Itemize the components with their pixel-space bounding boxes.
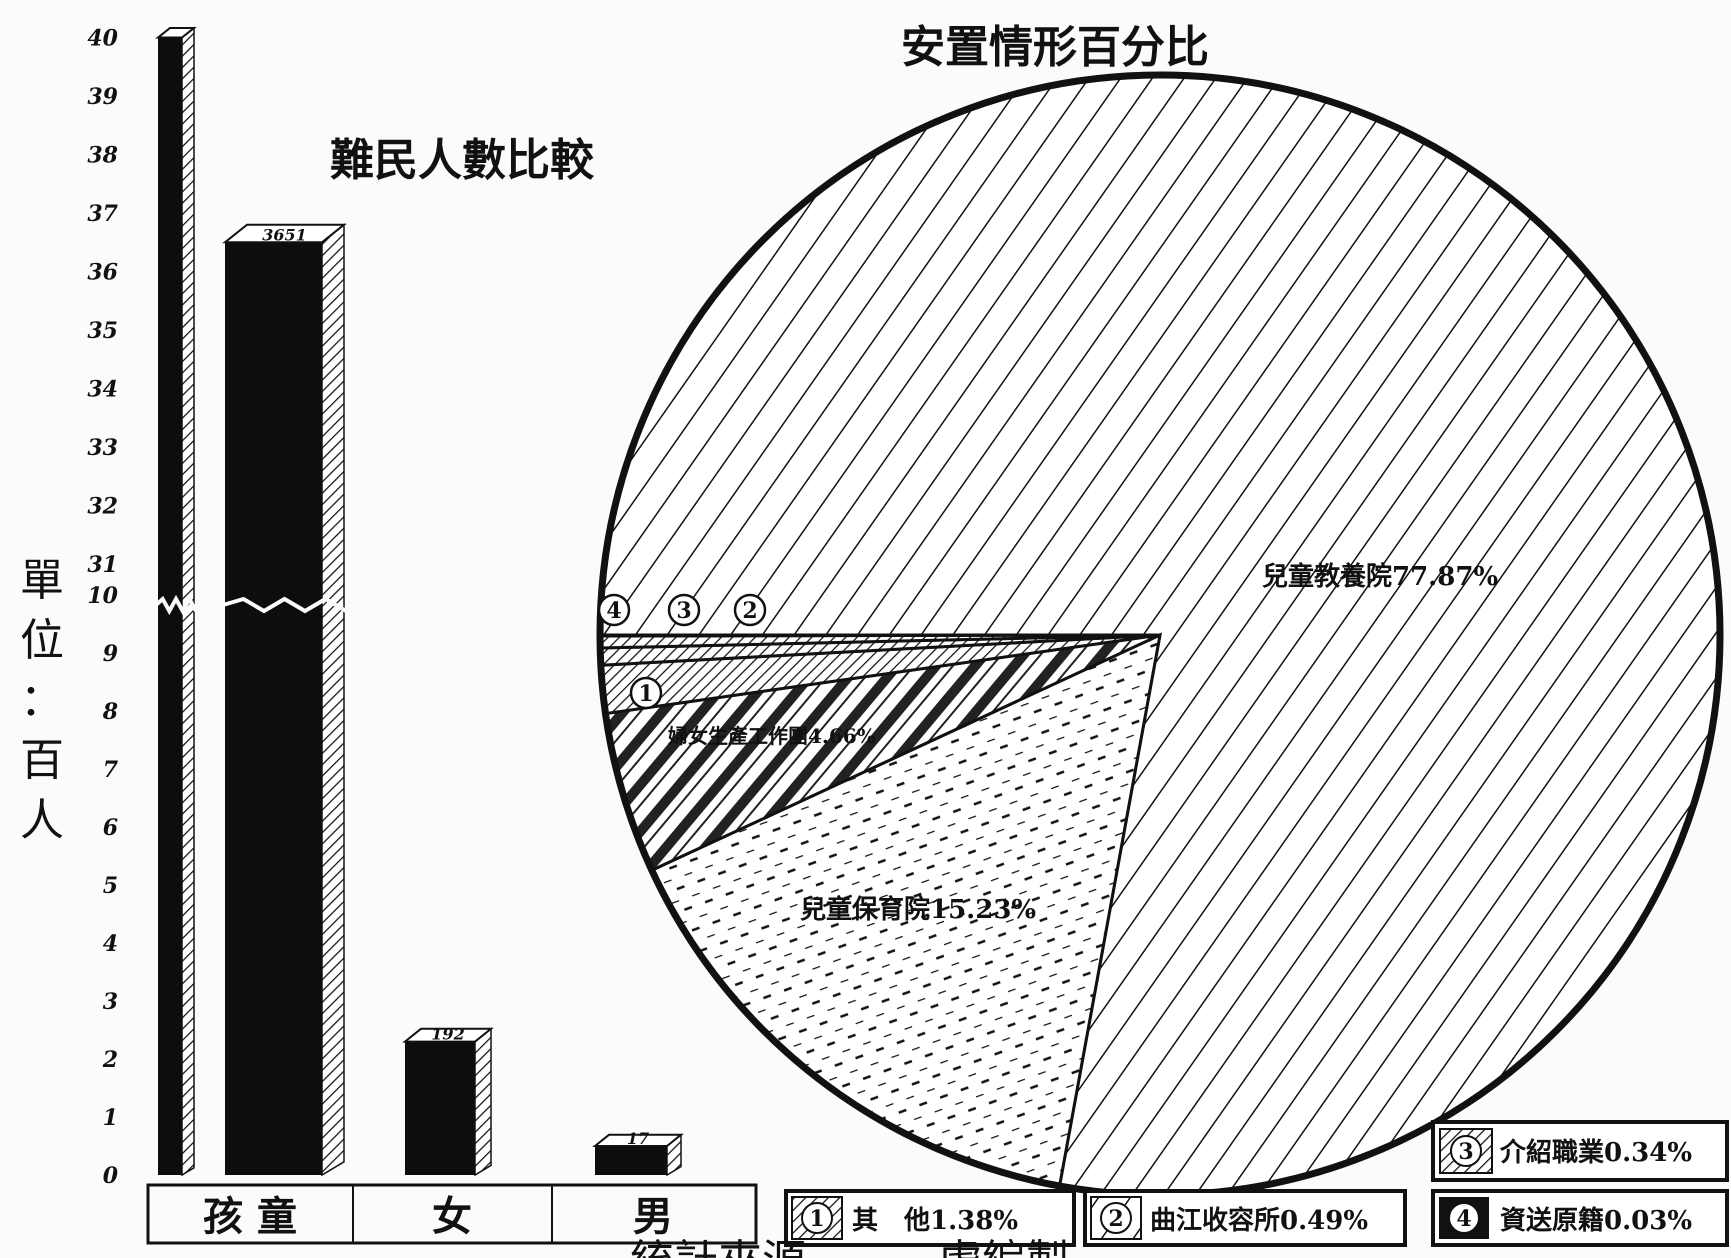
- bar-2: 192: [402, 1025, 494, 1177]
- svg-text:其 他1.38%: 其 他1.38%: [852, 1206, 1018, 1236]
- pie-slices: [598, 73, 1722, 1197]
- svg-text:2: 2: [1108, 1206, 1123, 1232]
- y-tick-label-8: 8: [102, 699, 118, 725]
- category-label-children: 孩 童: [203, 1193, 297, 1240]
- bar-side-2: [474, 1027, 492, 1177]
- pie-slice-6: [598, 633, 1161, 638]
- bar-top-0: [155, 26, 197, 39]
- bar-front-1: [225, 242, 322, 1176]
- pie-label-women-production: 婦女生產工作團4.66%: [667, 724, 876, 748]
- svg-text:1: 1: [809, 1206, 824, 1232]
- y-axis-unit-char: 人: [20, 795, 64, 846]
- legend-item-other: 1 其 他1.38%: [784, 1189, 1076, 1247]
- bar-top-2: [402, 1027, 494, 1043]
- bar-chart-title: 難民人數比較: [330, 135, 595, 186]
- pie-chart-title: 安置情形百分比: [901, 22, 1209, 73]
- bar-0: [154, 26, 198, 1177]
- y-tick-label-40: 40: [87, 26, 118, 52]
- pie-marker-3: 3: [667, 593, 701, 627]
- pie-label-children-education: 兒童教養院77.87%: [1262, 561, 1498, 592]
- y-tick-label-33: 33: [87, 435, 118, 461]
- bar-chart: 難民人數比較 單位：百人 012345678910313233343536373…: [20, 26, 758, 1245]
- bar-axis-break-0: [154, 594, 198, 616]
- pie-legend: 3 介紹職業0.34% 1 其 他1.38% 2 曲江收容所0.49%: [784, 1120, 1729, 1247]
- y-tick-label-32: 32: [87, 494, 118, 520]
- svg-text:曲江收容所0.49%: 曲江收容所0.49%: [1150, 1205, 1368, 1236]
- bar-front-3: [595, 1146, 667, 1175]
- bar-value-label-1: 3651: [262, 225, 307, 244]
- bar-3: 17: [592, 1129, 684, 1177]
- y-tick-label-34: 34: [87, 377, 118, 403]
- y-axis-unit-char: 單: [20, 555, 64, 606]
- svg-text:3: 3: [1458, 1139, 1473, 1165]
- bars: 3651 192 17: [154, 26, 684, 1177]
- bar-1: 3651: [222, 223, 348, 1177]
- svg-text:2: 2: [742, 598, 757, 624]
- y-tick-label-10: 10: [87, 583, 118, 609]
- bar-top-1: [222, 223, 347, 244]
- legend-item-job-placement: 3 介紹職業0.34%: [1431, 1120, 1729, 1182]
- bar-axis-break-1: [222, 596, 348, 614]
- y-tick-label-1: 1: [103, 1105, 118, 1131]
- pie-marker-4: 4: [597, 593, 631, 627]
- y-axis-unit-char: 百: [20, 735, 64, 786]
- y-tick-label-6: 6: [103, 815, 118, 841]
- pie-marker-1: 1: [629, 676, 663, 710]
- bar-top-3: [592, 1133, 684, 1147]
- y-tick-label-2: 2: [102, 1047, 118, 1073]
- bar-value-label-3: 17: [627, 1129, 649, 1148]
- y-tick-label-39: 39: [87, 84, 118, 110]
- bar-value-label-2: 192: [431, 1025, 464, 1044]
- pie-marker-2: 2: [733, 593, 767, 627]
- legend-item-qujiang-shelter: 2 曲江收容所0.49%: [1083, 1189, 1407, 1247]
- y-tick-label-38: 38: [87, 143, 118, 169]
- bar-side-1: [321, 223, 345, 1177]
- pie-small-slice-markers: 4 3 2 1: [597, 593, 767, 710]
- category-table: 孩 童 女 男: [146, 1183, 758, 1245]
- y-tick-label-35: 35: [87, 318, 118, 344]
- category-label-men: 男: [633, 1193, 673, 1240]
- svg-text:4: 4: [606, 598, 621, 624]
- pie-slice-labels: 兒童教養院77.87% 兒童保育院15.23% 婦女生產工作團4.66%: [667, 561, 1498, 925]
- svg-text:介紹職業0.34%: 介紹職業0.34%: [1499, 1137, 1692, 1168]
- svg-text:1: 1: [638, 681, 653, 707]
- y-tick-label-9: 9: [103, 641, 118, 667]
- pie-chart: 安置情形百分比 兒童教養院77.87% 兒童保育院15.23% 婦女生產工作團4…: [596, 22, 1729, 1247]
- bar-front-2: [405, 1041, 475, 1175]
- svg-text:4: 4: [1456, 1206, 1471, 1232]
- y-tick-label-5: 5: [103, 873, 118, 899]
- y-axis-unit-char: 位: [20, 615, 64, 666]
- svg-text:3: 3: [676, 598, 691, 624]
- y-tick-label-31: 31: [87, 552, 118, 578]
- y-tick-label-4: 4: [103, 931, 118, 957]
- y-axis-unit-label: 單位 ： 百人: [20, 555, 64, 846]
- legend-item-return-home: 4 資送原籍0.03%: [1431, 1189, 1729, 1247]
- category-label-women: 女: [432, 1193, 472, 1240]
- svg-text:資送原籍0.03%: 資送原籍0.03%: [1500, 1205, 1692, 1236]
- y-tick-label-3: 3: [103, 989, 118, 1015]
- y-axis-unit-char: ：: [20, 675, 64, 726]
- y-tick-label-37: 37: [87, 201, 118, 227]
- y-tick-label-36: 36: [87, 260, 118, 286]
- source-footnote: 統計來源 處編製: [630, 1236, 1070, 1258]
- y-tick-label-7: 7: [103, 757, 119, 783]
- y-tick-label-0: 0: [103, 1163, 119, 1189]
- pie-label-children-nursery: 兒童保育院15.23%: [800, 894, 1036, 925]
